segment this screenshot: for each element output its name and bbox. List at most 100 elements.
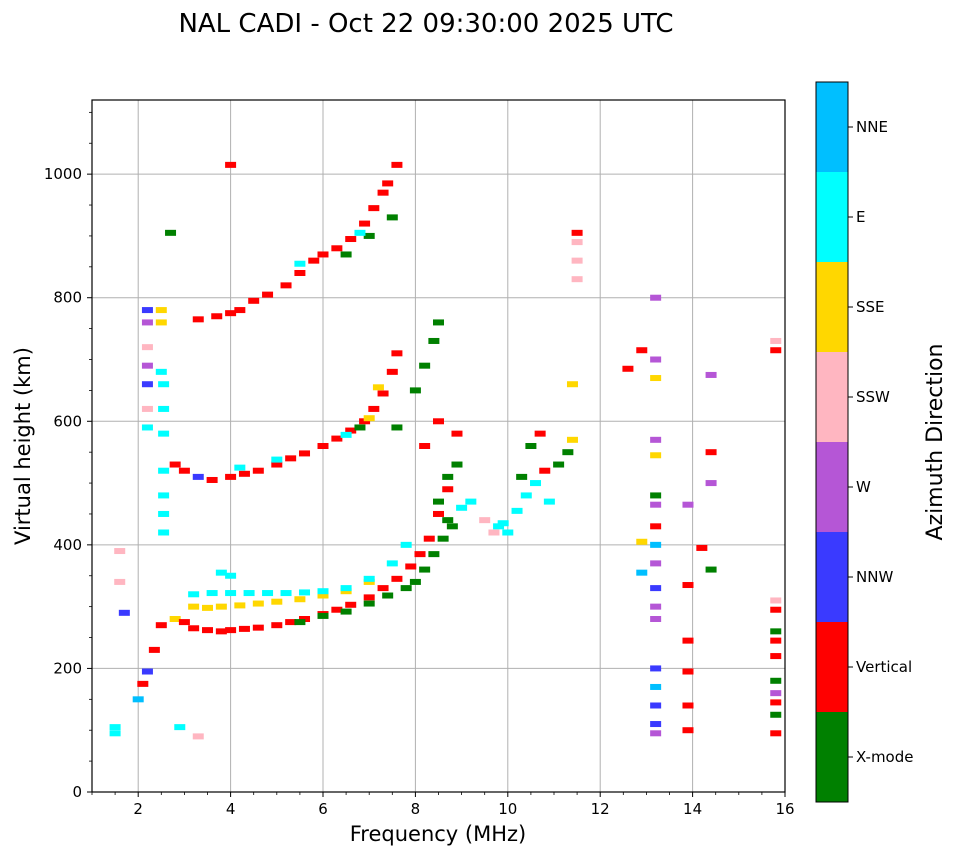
echo-point bbox=[215, 628, 227, 635]
echo-point bbox=[178, 619, 190, 626]
echo-point bbox=[299, 589, 311, 596]
echo-point bbox=[770, 337, 782, 344]
echo-point bbox=[442, 473, 454, 480]
echo-point bbox=[382, 592, 394, 599]
echo-point bbox=[571, 257, 583, 264]
echo-point bbox=[650, 356, 662, 363]
x-tick-label: 16 bbox=[775, 800, 794, 818]
echo-point bbox=[433, 418, 444, 425]
echo-point bbox=[262, 590, 274, 597]
echo-point bbox=[158, 430, 170, 437]
echo-point bbox=[368, 205, 380, 212]
echo-point bbox=[770, 653, 782, 660]
echo-point bbox=[516, 473, 528, 480]
echo-point bbox=[650, 375, 662, 382]
echo-point bbox=[419, 566, 431, 573]
echo-point bbox=[359, 418, 371, 425]
echo-point bbox=[770, 711, 782, 718]
colorbar-label: W bbox=[856, 478, 871, 496]
y-axis-label: Virtual height (km) bbox=[11, 347, 35, 545]
echo-point bbox=[225, 310, 237, 317]
echo-point bbox=[158, 381, 170, 388]
plot-area bbox=[92, 100, 785, 792]
echo-point bbox=[169, 616, 181, 622]
echo-point bbox=[317, 251, 329, 258]
echo-point bbox=[391, 424, 403, 431]
echo-point bbox=[331, 245, 343, 252]
echo-point bbox=[359, 220, 371, 227]
echo-point bbox=[345, 601, 357, 608]
echo-point bbox=[566, 436, 578, 443]
echo-point bbox=[225, 473, 237, 480]
echo-point bbox=[141, 668, 153, 675]
echo-point bbox=[363, 594, 375, 601]
echo-point bbox=[225, 161, 237, 168]
echo-point bbox=[636, 347, 648, 354]
echo-point bbox=[202, 627, 213, 634]
echo-point bbox=[428, 337, 440, 344]
echo-point bbox=[234, 307, 246, 314]
echo-point bbox=[158, 510, 170, 517]
y-tick-label: 0 bbox=[72, 783, 82, 801]
echo-point bbox=[262, 291, 274, 298]
colorbar-label: SSW bbox=[856, 388, 890, 406]
echo-point bbox=[650, 541, 662, 548]
x-tick-label: 12 bbox=[591, 800, 610, 818]
echo-point bbox=[340, 431, 352, 438]
echo-point bbox=[188, 625, 200, 632]
echo-point bbox=[705, 566, 717, 573]
echo-point bbox=[271, 461, 283, 468]
echo-point bbox=[705, 480, 717, 487]
colorbar-label: Vertical bbox=[856, 658, 912, 676]
colorbar-label: E bbox=[856, 208, 865, 226]
echo-point bbox=[363, 415, 375, 422]
echo-point bbox=[433, 510, 444, 517]
echo-point bbox=[252, 624, 264, 631]
echo-point bbox=[682, 637, 694, 644]
echo-point bbox=[308, 257, 320, 264]
echo-point bbox=[234, 464, 246, 471]
echo-point bbox=[158, 467, 170, 474]
colorbar-segment bbox=[816, 532, 848, 622]
colorbar-label: X-mode bbox=[856, 748, 913, 766]
y-tick-label: 400 bbox=[53, 536, 82, 554]
echo-point bbox=[386, 560, 398, 567]
echo-point bbox=[109, 724, 121, 731]
echo-point bbox=[169, 461, 181, 468]
echo-point bbox=[377, 585, 389, 592]
echo-point bbox=[280, 590, 292, 597]
echo-point bbox=[419, 443, 431, 449]
echo-point bbox=[192, 316, 204, 323]
echo-point bbox=[433, 498, 444, 505]
echo-point bbox=[155, 319, 167, 326]
echo-point bbox=[682, 582, 694, 589]
echo-point bbox=[553, 461, 565, 468]
echo-point bbox=[770, 597, 782, 604]
y-tick-label: 600 bbox=[53, 412, 82, 430]
echo-point bbox=[650, 603, 662, 610]
echo-point bbox=[682, 702, 694, 709]
echo-point bbox=[377, 189, 389, 196]
echo-point bbox=[174, 724, 186, 731]
echo-point bbox=[141, 307, 153, 314]
echo-point bbox=[488, 529, 500, 536]
echo-point bbox=[479, 517, 491, 524]
colorbar-label: NNE bbox=[856, 118, 888, 136]
echo-point bbox=[437, 535, 449, 542]
echo-point bbox=[294, 596, 306, 603]
echo-point bbox=[188, 603, 200, 610]
echo-point bbox=[442, 486, 454, 493]
echo-point bbox=[192, 473, 204, 480]
echo-point bbox=[158, 405, 170, 412]
echo-point bbox=[271, 598, 283, 605]
x-tick-label: 8 bbox=[411, 800, 421, 818]
echo-point bbox=[211, 313, 223, 320]
echo-point bbox=[539, 467, 551, 474]
y-tick-label: 1000 bbox=[44, 165, 82, 183]
echo-point bbox=[285, 455, 297, 462]
echo-point bbox=[340, 585, 352, 592]
x-axis-label: Frequency (MHz) bbox=[350, 822, 526, 846]
colorbar-segment bbox=[816, 622, 848, 712]
echo-point bbox=[400, 585, 412, 592]
echo-point bbox=[446, 523, 458, 530]
